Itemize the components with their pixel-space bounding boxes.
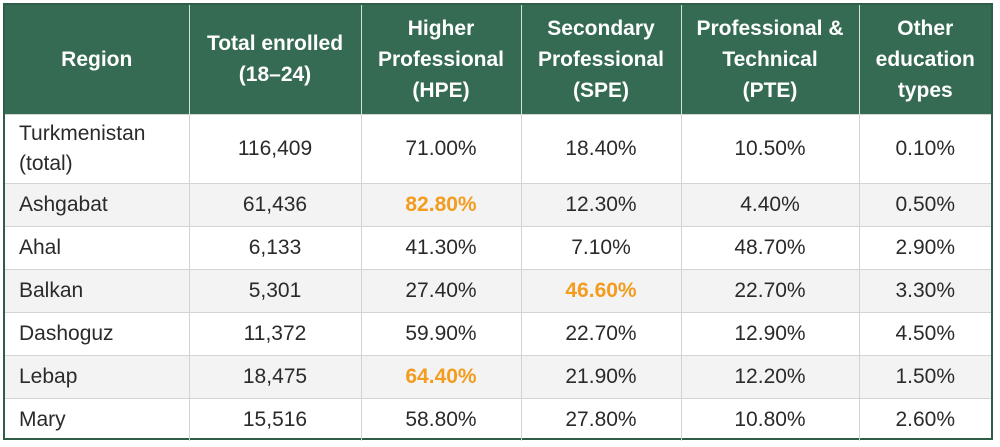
spe-cell: 7.10% xyxy=(521,225,682,269)
table-row: Ahal 6,133 41.30% 7.10% 48.70% 2.90% xyxy=(5,225,991,269)
spe-cell: 21.90% xyxy=(521,354,682,398)
total-cell: 6,133 xyxy=(189,225,362,269)
region-cell: Dashoguz xyxy=(5,311,190,355)
pte-cell: 10.50% xyxy=(681,113,860,183)
pte-cell: 12.20% xyxy=(681,354,860,398)
header-spe: Secondary Professional (SPE) xyxy=(521,5,682,114)
total-cell: 15,516 xyxy=(189,397,362,441)
pte-cell: 48.70% xyxy=(681,225,860,269)
table-row: Turkmenistan (total) 116,409 71.00% 18.4… xyxy=(5,113,991,183)
header-spe-line1: Secondary xyxy=(547,16,655,40)
other-cell: 4.50% xyxy=(859,311,991,355)
other-cell: 0.50% xyxy=(859,182,991,226)
header-hpe-line2: Professional xyxy=(377,47,505,71)
region-cell: Ahal xyxy=(5,225,190,269)
total-cell: 18,475 xyxy=(189,354,362,398)
table-row: Mary 15,516 58.80% 27.80% 10.80% 2.60% xyxy=(5,397,991,441)
region-cell: Turkmenistan (total) xyxy=(5,113,190,183)
hpe-cell: 58.80% xyxy=(361,397,522,441)
hpe-cell: 41.30% xyxy=(361,225,522,269)
spe-cell: 12.30% xyxy=(521,182,682,226)
enrollment-table: Region Total enrolled (18–24) Higher Pro… xyxy=(5,5,991,441)
header-region-label: Region xyxy=(61,47,133,71)
header-other: Other education types xyxy=(859,5,991,114)
hpe-cell: 71.00% xyxy=(361,113,522,183)
pte-cell: 4.40% xyxy=(681,182,860,226)
region-name: Turkmenistan xyxy=(19,121,146,145)
table-row: Dashoguz 11,372 59.90% 22.70% 12.90% 4.5… xyxy=(5,311,991,355)
hpe-cell-highlighted: 64.40% xyxy=(361,354,522,398)
region-cell: Balkan xyxy=(5,268,190,312)
header-total-line1: Total enrolled xyxy=(206,32,344,56)
hpe-cell: 27.40% xyxy=(361,268,522,312)
pte-cell: 12.90% xyxy=(681,311,860,355)
total-cell: 11,372 xyxy=(189,311,362,355)
other-cell: 3.30% xyxy=(859,268,991,312)
header-pte: Professional & Technical (PTE) xyxy=(681,5,860,114)
total-cell: 116,409 xyxy=(189,113,362,183)
hpe-cell-highlighted: 82.80% xyxy=(361,182,522,226)
header-other-line3: types xyxy=(897,78,953,102)
header-region: Region xyxy=(5,5,190,114)
header-hpe-line3: (HPE) xyxy=(412,78,470,102)
region-name-suffix: (total) xyxy=(19,151,73,175)
header-row: Region Total enrolled (18–24) Higher Pro… xyxy=(5,5,991,114)
table-row: Ashgabat 61,436 82.80% 12.30% 4.40% 0.50… xyxy=(5,182,991,226)
header-hpe-line1: Higher xyxy=(407,16,475,40)
spe-cell: 22.70% xyxy=(521,311,682,355)
total-cell: 5,301 xyxy=(189,268,362,312)
table-row: Lebap 18,475 64.40% 21.90% 12.20% 1.50% xyxy=(5,354,991,398)
header-spe-line2: Professional xyxy=(537,47,665,71)
header-other-line2: education xyxy=(875,47,975,71)
spe-cell: 18.40% xyxy=(521,113,682,183)
table-row: Balkan 5,301 27.40% 46.60% 22.70% 3.30% xyxy=(5,268,991,312)
header-total-line2: (18–24) xyxy=(238,63,312,87)
total-cell: 61,436 xyxy=(189,182,362,226)
pte-cell: 10.80% xyxy=(681,397,860,441)
header-hpe: Higher Professional (HPE) xyxy=(361,5,522,114)
header-spe-line3: (SPE) xyxy=(572,78,629,102)
enrollment-table-frame: Region Total enrolled (18–24) Higher Pro… xyxy=(3,3,993,441)
region-cell: Ashgabat xyxy=(5,182,190,226)
other-cell: 2.60% xyxy=(859,397,991,441)
other-cell: 2.90% xyxy=(859,225,991,269)
other-cell: 0.10% xyxy=(859,113,991,183)
header-pte-line1: Professional & xyxy=(696,16,844,40)
hpe-cell: 59.90% xyxy=(361,311,522,355)
region-cell: Lebap xyxy=(5,354,190,398)
spe-cell-highlighted: 46.60% xyxy=(521,268,682,312)
pte-cell: 22.70% xyxy=(681,268,860,312)
other-cell: 1.50% xyxy=(859,354,991,398)
header-pte-line3: (PTE) xyxy=(742,78,798,102)
spe-cell: 27.80% xyxy=(521,397,682,441)
header-other-line1: Other xyxy=(897,16,954,40)
header-total-enrolled: Total enrolled (18–24) xyxy=(189,5,362,114)
header-pte-line2: Technical xyxy=(722,47,818,71)
region-cell: Mary xyxy=(5,397,190,441)
